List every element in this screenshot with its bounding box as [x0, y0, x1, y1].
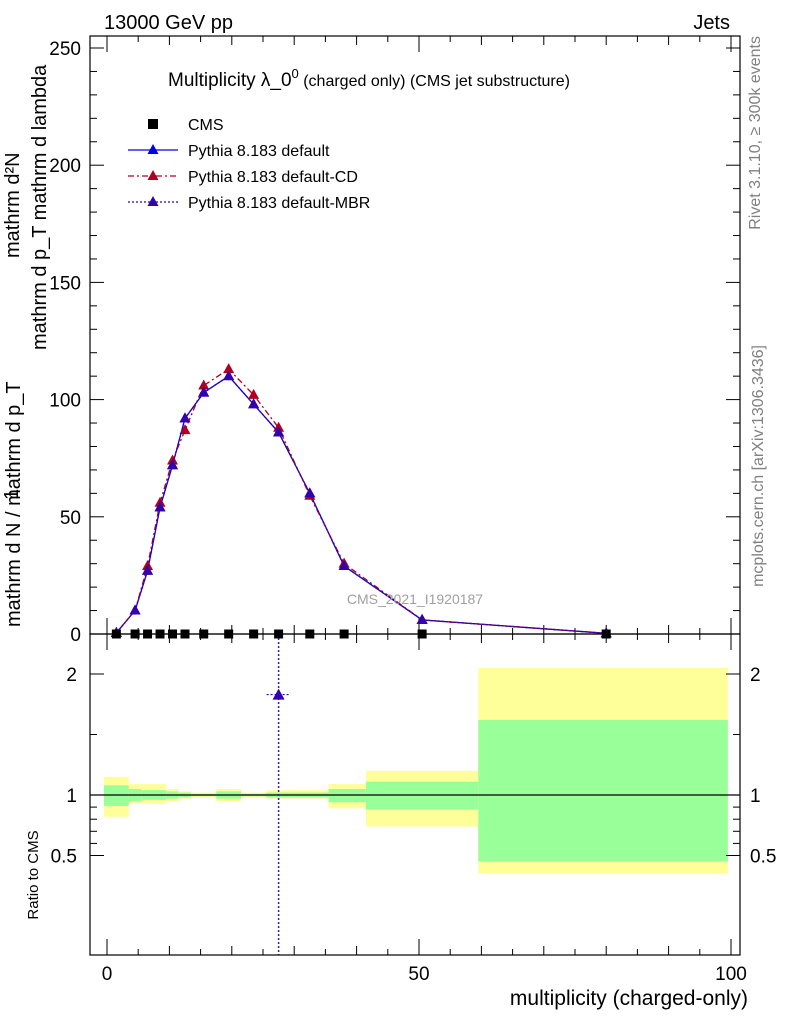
cms-data-point — [143, 629, 153, 639]
chart-title: Multiplicity λ_00 (charged only) (CMS je… — [168, 66, 570, 91]
legend-marker-cms — [148, 119, 158, 129]
series-point — [179, 412, 191, 423]
main-frame — [89, 35, 741, 635]
ratio-panel: 0.5 0.5 1 1 2 2 0 50 100 — [51, 633, 776, 985]
main-ytick-label: 250 — [49, 39, 81, 60]
cms-data-point — [601, 629, 611, 639]
series-point — [198, 379, 210, 390]
legend-label: Pythia 8.183 default-CD — [188, 169, 358, 186]
cms-data-point — [339, 629, 349, 639]
main-ytick-label: 100 — [49, 391, 81, 412]
ylabel-den: mathrm d p_T mathrm d lambda — [29, 64, 51, 350]
ratio-ytick-label-right: 2 — [750, 665, 761, 686]
watermark: CMS_2021_I1920187 — [347, 591, 483, 607]
main-ytick-label: 50 — [60, 508, 81, 529]
series-point — [248, 388, 260, 399]
main-ytick-label: 150 — [49, 273, 81, 294]
series-line-3 — [115, 375, 607, 634]
series-point — [179, 424, 191, 435]
ratio-ytick-label: 1 — [66, 786, 77, 807]
ylabel-num: mathrm d²N — [2, 152, 24, 258]
ratio-ytick-label-right: 0.5 — [750, 847, 776, 868]
series-point — [167, 459, 179, 470]
xlabel: multiplicity (charged-only) — [510, 987, 748, 1010]
series-point — [304, 487, 316, 498]
series-line-2 — [115, 368, 607, 634]
ylabel-left-den: mathrm d N / mathrm d p_T — [3, 381, 25, 627]
series-point — [248, 398, 260, 409]
ratio-band-green — [103, 785, 129, 806]
cms-data-point — [111, 629, 121, 639]
legend-marker — [147, 170, 159, 180]
mcplots-label: mcplots.cern.ch [arXiv:1306.3436] — [750, 345, 767, 587]
legend-marker — [147, 144, 159, 154]
series-point — [273, 426, 285, 437]
series-point — [198, 386, 210, 397]
series-point — [154, 501, 166, 512]
ratio-ylabel: Ratio to CMS — [25, 830, 42, 919]
legend-label: CMS — [188, 117, 224, 134]
ratio-point — [272, 688, 285, 700]
legend-label: Pythia 8.183 default — [188, 143, 330, 160]
cms-data-point — [224, 629, 234, 639]
ratio-ytick-label: 0.5 — [51, 847, 77, 868]
cms-data-point — [417, 629, 427, 639]
series-point — [223, 370, 235, 381]
legend-marker — [147, 196, 159, 206]
main-ytick-label: 200 — [49, 156, 81, 177]
xtick-label: 50 — [408, 964, 429, 985]
header-right: Jets — [693, 12, 730, 34]
ratio-band-green — [365, 781, 479, 810]
legend-label: Pythia 8.183 default-MBR — [188, 195, 370, 212]
ratio-band-green — [478, 719, 728, 862]
cms-data-point — [168, 629, 178, 639]
ratio-ytick-label: 2 — [66, 665, 77, 686]
ylabel-left-num: 1 — [1, 489, 23, 500]
header-left: 13000 GeV pp — [104, 12, 233, 34]
xtick-label: 0 — [102, 964, 113, 985]
cms-data-point — [180, 629, 190, 639]
cms-data-point — [130, 629, 140, 639]
series-point — [338, 560, 350, 571]
series-point — [129, 604, 141, 615]
ratio-ytick-label-right: 1 — [750, 786, 761, 807]
legend: CMS Pythia 8.183 default Pythia 8.183 defa… — [128, 117, 370, 212]
main-panel: 0 50 100 150 200 250 — [49, 35, 741, 646]
series-point — [223, 363, 235, 374]
cms-data-point — [305, 629, 315, 639]
cms-data-point — [274, 629, 284, 639]
series-point — [142, 564, 154, 575]
cms-data-point — [199, 629, 209, 639]
xtick-label: 100 — [715, 964, 747, 985]
main-ytick-label: 0 — [70, 625, 81, 646]
cms-data-point — [155, 629, 165, 639]
rivet-label: Rivet 3.1.10, ≥ 300k events — [747, 36, 764, 230]
cms-data-point — [249, 629, 259, 639]
series-point — [416, 613, 428, 624]
ratio-band-green — [328, 788, 366, 803]
